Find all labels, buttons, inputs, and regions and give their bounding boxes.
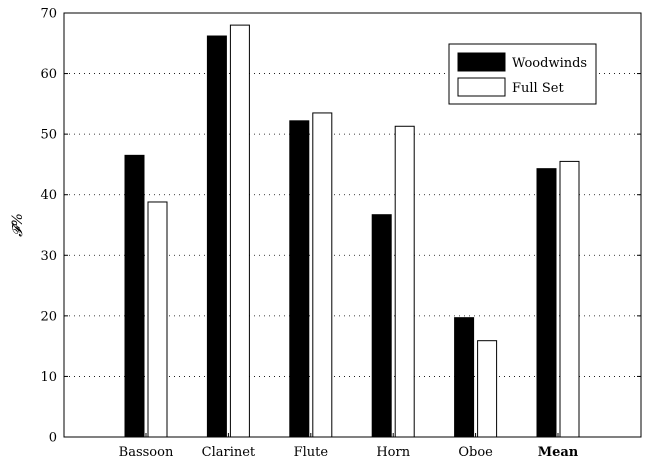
y-tick-label: 50 (40, 128, 57, 143)
x-tick-label: Horn (376, 445, 410, 460)
y-tick-label: 40 (40, 188, 57, 203)
legend-swatch (457, 77, 506, 97)
bar-full-set-oboe (477, 340, 498, 438)
legend-label: Woodwinds (512, 56, 587, 71)
plot-frame (63, 12, 642, 438)
bar-woodwinds-bassoon (124, 154, 145, 438)
bar-full-set-bassoon (147, 201, 168, 438)
y-tick-label: 70 (40, 7, 57, 22)
bar-full-set-mean (559, 160, 580, 438)
y-tick-label: 30 (40, 249, 57, 264)
legend: Woodwinds Full Set (448, 43, 597, 105)
y-tick-label: 60 (40, 67, 57, 82)
x-tick-label: Flute (294, 445, 329, 460)
bar-full-set-clarinet (229, 24, 250, 438)
x-tick-label: Clarinet (202, 445, 256, 460)
bar-woodwinds-mean (536, 168, 557, 438)
legend-label: Full Set (512, 81, 564, 96)
y-tick-label: 10 (40, 370, 57, 385)
bar-woodwinds-clarinet (206, 35, 227, 438)
bar-full-set-horn (394, 125, 415, 438)
y-tick-label: 20 (40, 309, 57, 324)
y-axis-label: 𝓕% (10, 213, 26, 237)
x-tick-label: Bassoon (119, 445, 174, 460)
bar-woodwinds-horn (371, 214, 392, 438)
bar-full-set-flute (312, 112, 333, 438)
x-tick-label: Mean (538, 445, 579, 460)
legend-swatch (457, 52, 506, 72)
x-axis-ticks: Bassoon Clarinet Flute Horn Oboe Mean (119, 433, 579, 460)
y-tick-label: 0 (49, 431, 57, 446)
bar-woodwinds-flute (289, 120, 310, 438)
y-axis-ticks: 0 10 20 30 40 50 60 70 (40, 7, 641, 446)
x-tick-label: Oboe (458, 445, 493, 460)
bar-woodwinds-oboe (454, 317, 475, 438)
